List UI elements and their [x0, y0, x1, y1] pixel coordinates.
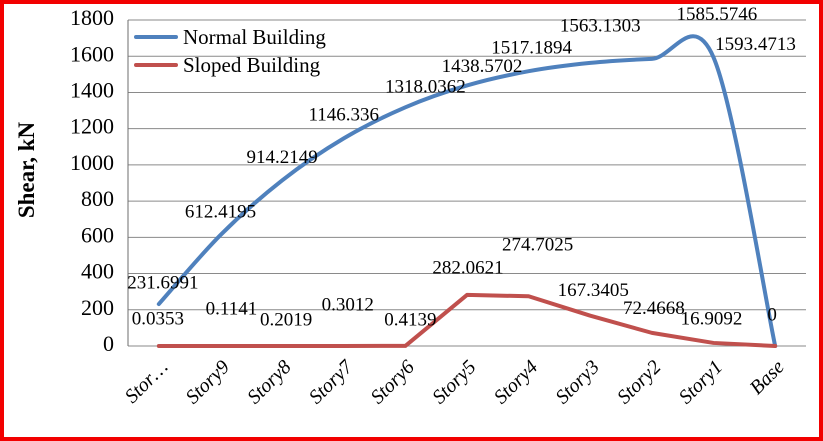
x-tick-label: Story1	[675, 356, 727, 408]
x-tick-label: Base	[746, 356, 789, 399]
legend-label-normal: Normal Building	[183, 24, 326, 49]
legend: Normal Building Sloped Building	[134, 23, 326, 79]
shear-chart: 0 200 400 600 800 1000 1200 1400 1600 1800 Stor… St…	[4, 4, 819, 437]
legend-item-sloped-building: Sloped Building	[134, 51, 326, 79]
legend-label-sloped: Sloped Building	[183, 52, 321, 77]
data-label: 1563.1303	[560, 15, 641, 36]
y-tick-label: 1600	[70, 41, 114, 66]
data-label: 1318.0362	[385, 77, 466, 98]
data-label: 274.7025	[502, 235, 573, 256]
data-label: 231.6991	[127, 272, 198, 293]
data-label: 0.4139	[384, 309, 436, 330]
y-tick-label: 1400	[70, 77, 114, 102]
x-tick-label: Story5	[428, 356, 480, 408]
data-label: 0.0353	[132, 308, 184, 329]
data-label: 1438.5702	[442, 56, 523, 77]
data-label: 16.9092	[681, 308, 743, 329]
y-tick-label: 400	[81, 259, 114, 284]
data-label: 1517.1894	[491, 38, 572, 59]
series-line-sloped-building	[156, 292, 778, 348]
y-tick-label: 600	[81, 222, 114, 247]
x-tick-label: Story3	[551, 356, 603, 408]
data-label: 0.2019	[260, 309, 312, 330]
data-label: 282.0621	[432, 257, 503, 278]
data-label: 0	[767, 304, 777, 325]
data-label: 167.3405	[558, 280, 629, 301]
data-label: 72.4668	[623, 298, 685, 319]
data-label: 1585.5746	[677, 4, 758, 25]
y-tick-label: 0	[103, 331, 114, 356]
y-tick-label: 1200	[70, 114, 114, 139]
x-tick-label: Story6	[366, 356, 418, 408]
series-line-normal-building	[156, 34, 778, 348]
y-axis-title: Shear, kN	[14, 121, 39, 219]
data-label: 612.4195	[185, 201, 256, 222]
data-label: 0.1141	[206, 298, 258, 319]
x-tick-label: Story8	[243, 356, 295, 408]
x-tick-label: Story9	[182, 356, 234, 408]
y-tick-label: 1800	[70, 5, 114, 30]
data-label: 1593.4713	[715, 34, 796, 55]
x-tick-label: Stor…	[121, 356, 173, 408]
legend-line-swatch-normal	[134, 35, 178, 39]
y-tick-label: 1000	[70, 150, 114, 175]
x-tick-label: Story4	[490, 356, 542, 408]
legend-item-normal-building: Normal Building	[134, 23, 326, 51]
x-tick-label: Story2	[613, 356, 665, 408]
data-label: 1146.336	[308, 105, 379, 126]
legend-line-swatch-sloped	[134, 63, 178, 67]
y-tick-label: 800	[81, 186, 114, 211]
data-label: 0.3012	[322, 294, 374, 315]
data-label: 914.2149	[246, 147, 317, 168]
x-tick-label: Story7	[305, 355, 358, 408]
y-tick-label: 200	[81, 295, 114, 320]
